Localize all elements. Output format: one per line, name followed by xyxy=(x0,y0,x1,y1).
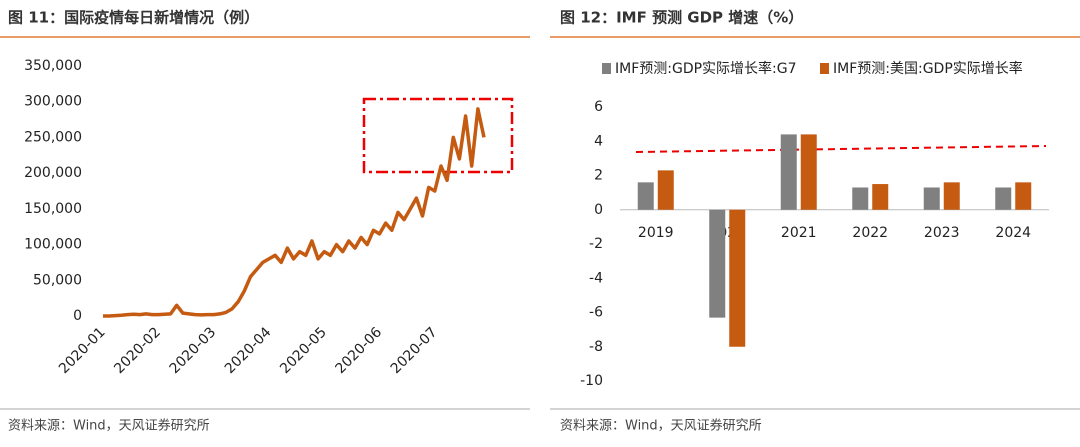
bar xyxy=(729,209,746,347)
y-tick-label: 50,000 xyxy=(33,272,82,288)
bar xyxy=(657,170,674,210)
x-tick-label: 2020-07 xyxy=(388,324,441,377)
x-tick-label: 2022 xyxy=(852,225,888,241)
x-tick-label: 2020-01 xyxy=(56,324,109,377)
y-tick-label: 4 xyxy=(594,133,603,149)
y-tick-label: 350,000 xyxy=(24,58,82,74)
y-tick-label: 6 xyxy=(594,99,603,115)
y-tick-label: -2 xyxy=(589,236,603,252)
legend-label: IMF预测:GDP实际增长率:G7 xyxy=(615,60,797,77)
bar xyxy=(923,187,940,210)
source: 资料来源：Wind，天风证券研究所 xyxy=(8,418,210,434)
y-tick-label: 150,000 xyxy=(24,201,82,217)
highlight-box xyxy=(362,97,514,174)
y-tick-label: 2 xyxy=(594,168,603,184)
bar xyxy=(872,184,889,210)
y-tick-label: -4 xyxy=(589,270,603,286)
x-tick-label: 2020-04 xyxy=(222,324,275,377)
y-tick-label: 300,000 xyxy=(24,94,82,110)
line xyxy=(103,107,486,318)
chart-title: 图 11：国际疫情每日新增情况（例） xyxy=(8,9,259,27)
x-tick-label: 2021 xyxy=(781,225,817,241)
x-tick-label: 2019 xyxy=(638,225,674,241)
legend-swatch xyxy=(820,63,829,74)
source: 资料来源：Wind，天风证券研究所 xyxy=(560,418,762,434)
y-tick-label: 0 xyxy=(73,308,82,324)
bar xyxy=(1015,182,1032,210)
y-tick-label: 0 xyxy=(594,202,603,218)
bar xyxy=(943,182,960,210)
bar xyxy=(637,182,654,210)
chart-title: 图 12：IMF 预测 GDP 增速（%） xyxy=(560,9,803,27)
x-tick-label: 2020-03 xyxy=(167,324,220,377)
y-tick-label: -6 xyxy=(589,305,603,321)
bar xyxy=(995,187,1012,210)
trend-line xyxy=(635,145,1047,153)
legend-swatch xyxy=(602,63,611,74)
y-tick-label: 100,000 xyxy=(24,237,82,253)
x-tick-label: 2020-05 xyxy=(277,324,330,377)
x-tick-label: 2023 xyxy=(924,225,960,241)
bar xyxy=(780,134,797,210)
bar xyxy=(800,134,817,210)
y-tick-label: -10 xyxy=(580,373,603,389)
y-tick-label: 200,000 xyxy=(24,165,82,181)
x-tick-label: 2024 xyxy=(995,225,1031,241)
x-tick-label: 2020-06 xyxy=(333,324,386,377)
bar xyxy=(709,209,726,318)
legend-label: IMF预测:美国:GDP实际增长率 xyxy=(833,60,1023,77)
x-tick-label: 2020-02 xyxy=(111,324,164,377)
y-tick-label: 250,000 xyxy=(24,129,82,145)
y-tick-label: -8 xyxy=(589,339,603,355)
bar xyxy=(852,187,869,210)
